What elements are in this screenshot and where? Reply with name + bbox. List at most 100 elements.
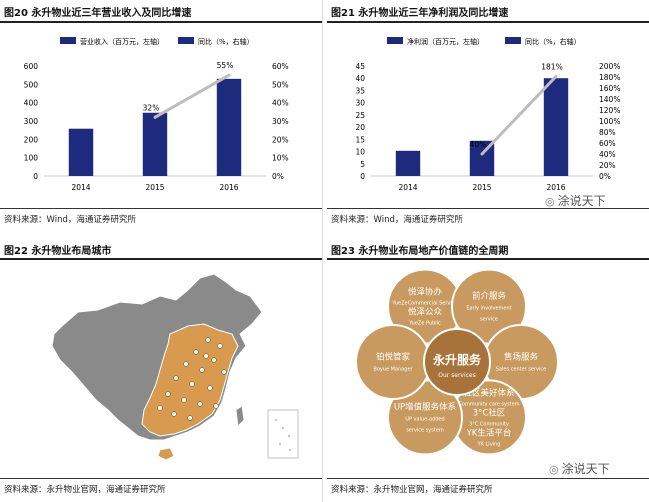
service-petal-text: 3°C Community — [469, 421, 509, 427]
watermark-text: 涂说天下 — [561, 462, 610, 476]
y-left-tick-label: 40 — [355, 74, 365, 83]
figure-23-bottom-rule — [327, 478, 649, 479]
figure-20-title: 图20 永升物业近三年营业收入及同比增速 — [4, 8, 192, 19]
bar-2015 — [142, 112, 168, 176]
y-left-tick-label: 0 — [360, 172, 365, 181]
figure-21-title: 图21 永升物业近三年净利润及同比增速 — [331, 8, 509, 19]
legend-label-bar: 净利润（百万元，左轴） — [407, 37, 484, 46]
y-left-tick-label: 400 — [24, 99, 39, 108]
figure-20-bottom-rule — [0, 208, 322, 209]
y-right-tick-label: 40% — [599, 150, 616, 159]
x-tick-label: 2016 — [219, 183, 238, 192]
y-right-tick-label: 20% — [272, 135, 289, 144]
figure-21-chart: 净利润（百万元，左轴） 同比（%，右轴） 0 5 10 15 20 25 30 35 40 45 0% 2… — [355, 37, 620, 192]
south-sea-inset — [267, 409, 299, 459]
chart-legend: 净利润（百万元，左轴） 同比（%，右轴） — [387, 37, 581, 46]
y-right-tick-label: 50% — [272, 80, 289, 89]
y-left-tick-label: 0 — [33, 172, 38, 181]
watermark-text: 涂说天下 — [557, 194, 606, 208]
y-left-tick-label: 200 — [24, 135, 39, 144]
service-petal-text: YK生活平台 — [466, 427, 512, 438]
figure-21-bottom-rule — [327, 208, 649, 209]
figure-22-title: 图22 永升物业布局城市 — [4, 246, 112, 257]
service-petal-text: YueZeCommercial Service — [391, 301, 457, 307]
y-left-tick-label: 10 — [355, 148, 365, 157]
growth-point-2015 — [480, 152, 484, 156]
x-tick-label: 2014 — [71, 183, 90, 192]
service-petal-text: 铂悦管家 — [376, 352, 411, 363]
y-right-tick-label: 40% — [272, 99, 289, 108]
service-petal: 铂悦管家 Boyue Manager — [355, 324, 431, 400]
figure-22-top-rule — [0, 258, 322, 260]
y-right-tick-label: 20% — [599, 161, 616, 170]
legend-label-bar: 营业收入（百万元，左轴） — [80, 37, 164, 46]
service-petal-text: Early involvement — [466, 306, 511, 312]
figure-21-top-rule — [327, 21, 649, 23]
service-petal-text: Boyue Manager — [373, 367, 413, 373]
watermark-top: ◎ 涂说天下 — [545, 192, 606, 209]
y-left-tick-label: 15 — [355, 135, 365, 144]
service-petal-text: Community care system — [458, 401, 519, 407]
figure-21-source: 资料来源：Wind，海通证券研究所 — [331, 215, 463, 225]
figure-20-top-rule — [0, 21, 322, 23]
center-subtitle: Our services — [438, 372, 476, 379]
bar-2016 — [543, 78, 569, 176]
service-petal-text: Sales center service — [496, 367, 546, 373]
y-right-tick-label: 100% — [599, 117, 620, 126]
service-petal-text: 悦泽公众 — [408, 307, 443, 318]
y-right-tick-label: 140% — [599, 95, 620, 104]
service-petal-text: 社区美好体系 — [463, 387, 514, 398]
y-right-tick-label: 60% — [272, 62, 289, 71]
service-petal-text: 前介服务 — [472, 291, 507, 302]
figure-23-panel: 图23 永升物业布局地产价值链的全周期 悦泽协办 YueZeCommercial … — [327, 240, 649, 502]
figure-20-panel: 图20 永升物业近三年营业收入及同比增速 营业收入（百万元，左轴） 同比（%，右轴… — [0, 0, 322, 232]
bar-2016 — [216, 78, 242, 176]
y-right-tick-label: 10% — [272, 154, 289, 163]
highlighted-provinces — [141, 323, 239, 437]
service-petal-text: service — [480, 317, 498, 323]
y-right-tick-label: 80% — [599, 128, 616, 137]
y-right-tick-label: 0% — [272, 172, 284, 181]
legend-swatch-line — [178, 37, 194, 44]
figure-22-panel: 图22 永升物业布局城市 资料来源：永升物业官网，海通证券研究所 — [0, 240, 322, 502]
growth-point-2016 — [227, 73, 231, 77]
legend-label-line: 同比（%，右轴） — [525, 37, 581, 46]
y-right-tick-label: 0% — [599, 172, 611, 181]
y-left-tick-label: 5 — [360, 160, 365, 169]
y-left-tick-label: 100 — [24, 154, 39, 163]
hainan-island — [157, 447, 175, 461]
y-left-tick-label: 600 — [24, 62, 39, 71]
figure-22-bottom-rule — [0, 478, 322, 479]
x-tick-label: 2014 — [398, 183, 417, 192]
x-tick-label: 2015 — [472, 183, 491, 192]
figure-20-source: 资料来源：Wind，海通证券研究所 — [4, 215, 136, 225]
figure-23-source: 资料来源：永升物业官网，海通证券研究所 — [331, 485, 493, 495]
figure-22-source: 资料来源：永升物业官网，海通证券研究所 — [4, 485, 166, 495]
service-petal-text: YK Living — [477, 441, 501, 447]
panel-divider — [322, 0, 323, 502]
y-left-tick-label: 300 — [24, 117, 39, 126]
service-petal-text: 售场服务 — [504, 352, 539, 363]
service-petal-text: YueZe Public — [408, 321, 441, 327]
chart-legend: 营业收入（百万元，左轴） 同比（%，右轴） — [60, 37, 254, 46]
city-markers — [157, 337, 227, 421]
y-right-tick-label: 200% — [599, 62, 620, 71]
growth-line — [480, 75, 558, 156]
bar-2014 — [68, 128, 94, 176]
legend-swatch-line — [505, 37, 521, 44]
data-label: 40% — [470, 140, 487, 149]
figure-23-title: 图23 永升物业布局地产价值链的全周期 — [331, 246, 509, 257]
y-right-tick-label: 180% — [599, 73, 620, 82]
x-tick-label: 2015 — [145, 183, 164, 192]
growth-point-2015 — [153, 115, 157, 119]
x-tick-label: 2016 — [546, 183, 565, 192]
service-petal-text: UP增值服务体系 — [394, 401, 456, 412]
y-left-tick-label: 45 — [355, 62, 365, 71]
y-right-tick-label: 120% — [599, 106, 620, 115]
china-map — [51, 273, 299, 461]
service-petal-text: 3°C社区 — [473, 407, 506, 418]
growth-line — [154, 73, 230, 119]
bar-2014 — [395, 150, 421, 176]
